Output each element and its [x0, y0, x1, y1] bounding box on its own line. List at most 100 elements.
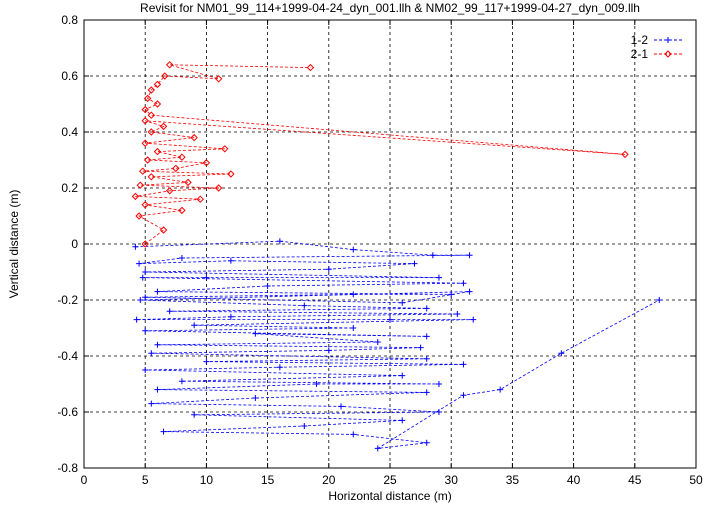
data-point [147, 111, 156, 119]
data-point [350, 325, 357, 331]
data-point [423, 355, 430, 362]
data-point [154, 341, 161, 348]
legend-marker-symbol [665, 37, 671, 43]
data-point [276, 364, 283, 371]
data-point [466, 252, 473, 259]
data-point [466, 288, 473, 295]
data-point [139, 274, 146, 281]
x-tick-label: 0 [81, 473, 88, 487]
data-point [136, 260, 143, 267]
data-point [448, 291, 455, 298]
data-point [165, 187, 174, 195]
data-point [154, 386, 161, 393]
y-tick-label: 0.8 [61, 13, 78, 27]
data-point [178, 206, 186, 215]
data-point [423, 333, 430, 340]
legend: 1-2 2-1 [631, 33, 682, 61]
data-point [166, 308, 173, 315]
x-tick-label: 40 [567, 473, 581, 487]
data-point [142, 327, 149, 334]
data-point [172, 164, 180, 173]
data-point [374, 339, 381, 345]
legend-marker-1-2 [665, 37, 671, 43]
data-point [306, 63, 315, 72]
data-point [202, 159, 211, 167]
data-point [142, 367, 149, 373]
x-tick-label: 35 [506, 473, 520, 487]
data-point [141, 201, 149, 209]
data-point [141, 139, 149, 147]
y-axis-label: Vertical distance (m) [7, 190, 21, 299]
series-line-1-2 [135, 240, 660, 449]
data-point [214, 184, 223, 192]
y-tick-label: -0.8 [57, 461, 78, 475]
data-point [196, 195, 204, 203]
data-point [423, 305, 430, 312]
x-tick-label: 50 [689, 473, 703, 487]
data-point [460, 361, 467, 368]
data-point [621, 150, 629, 159]
data-point [399, 372, 406, 379]
x-tick-label: 15 [261, 473, 275, 487]
data-point [350, 431, 357, 438]
data-point [460, 392, 467, 399]
series-1-2 [132, 238, 663, 452]
data-point [184, 178, 192, 187]
data-point [423, 389, 430, 396]
data-point [411, 260, 418, 267]
data-point [325, 347, 332, 354]
data-point [417, 344, 424, 351]
data-point [203, 358, 210, 365]
x-tick-label: 45 [628, 473, 642, 487]
y-tick-label: 0.4 [61, 125, 78, 139]
data-point [558, 350, 565, 357]
data-point [143, 94, 152, 103]
data-point [178, 255, 185, 261]
legend-marker-2-1 [664, 50, 672, 58]
data-point [165, 61, 174, 69]
legend-label-2-1: 2-1 [631, 47, 649, 61]
y-tick-label: -0.2 [57, 293, 78, 307]
data-point [313, 381, 320, 387]
data-point [214, 75, 223, 83]
data-point [276, 238, 283, 245]
x-tick-label: 10 [200, 473, 214, 487]
data-point [387, 316, 393, 323]
data-point [497, 386, 504, 393]
data-point [374, 445, 381, 452]
data-point [190, 133, 198, 142]
legend-label-1-2: 1-2 [631, 33, 649, 47]
y-tick-label: 0.2 [61, 181, 78, 195]
data-point [399, 299, 406, 306]
x-tick-label: 25 [383, 473, 397, 487]
legend-marker-symbol [664, 50, 672, 58]
data-point [178, 378, 185, 385]
data-point [132, 243, 139, 250]
data-point [153, 80, 162, 89]
data-point [148, 350, 155, 357]
data-point [147, 173, 156, 181]
y-tick-label: -0.4 [57, 349, 78, 363]
data-point [137, 297, 144, 303]
data-point [435, 409, 442, 415]
y-tick-label: -0.6 [57, 405, 78, 419]
data-point [454, 311, 461, 317]
x-axis-ticks: 0 5 10 15 20 25 30 35 40 45 50 [81, 20, 703, 487]
data-point [221, 145, 229, 153]
data-point [136, 181, 145, 189]
data-point [301, 423, 308, 429]
x-axis-label: Horizontal distance (m) [328, 489, 451, 503]
data-point [423, 439, 430, 446]
data-point [178, 153, 186, 161]
data-point [141, 105, 149, 114]
data-point [429, 252, 436, 259]
data-point [133, 316, 140, 323]
data-point [435, 274, 442, 281]
data-point [153, 147, 162, 156]
x-tick-label: 30 [445, 473, 459, 487]
data-point [203, 274, 210, 281]
data-point [470, 316, 477, 323]
data-point [161, 72, 169, 80]
data-point [147, 128, 156, 136]
data-point [153, 100, 162, 108]
